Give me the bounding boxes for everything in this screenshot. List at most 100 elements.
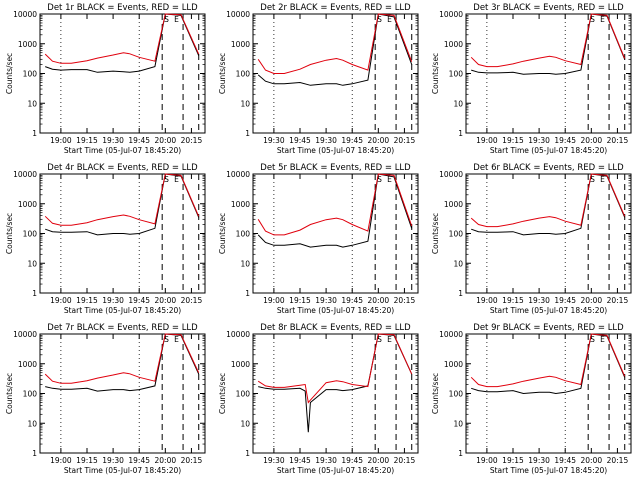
- x-tick-label: 19:15: [289, 296, 311, 305]
- lld-series-line: [470, 333, 626, 388]
- chart-title: Det 3r BLACK = Events, RED = LLD: [473, 3, 624, 13]
- x-tick-label: 20:00: [581, 296, 603, 305]
- y-tick-label: 10000: [226, 10, 250, 19]
- y-axis-label: Counts/sec: [431, 213, 440, 254]
- detector-panel: Det 4r BLACK = Events, RED = LLD 1 10 100 10…: [0, 160, 213, 320]
- x-tick-label: 19:15: [76, 456, 98, 465]
- x-axis-label: Start Time (05-Jul-07 18:45:20): [277, 146, 394, 155]
- y-tick-label: 1: [458, 289, 463, 298]
- x-axis-label: Start Time (05-Jul-07 18:45:20): [490, 306, 607, 315]
- y-tick-label: 100: [23, 390, 38, 399]
- event-marker-label: S: [377, 335, 382, 344]
- y-tick-label: 1: [245, 289, 250, 298]
- x-axis-label: Start Time (05-Jul-07 18:45:20): [490, 146, 607, 155]
- y-tick-label: 1: [458, 449, 463, 458]
- x-tick-label: 19:30: [102, 456, 124, 465]
- y-tick-label: 1: [32, 289, 37, 298]
- detector-chart: Det 8r BLACK = Events, RED = LLD 1 10 100 10…: [218, 323, 419, 475]
- x-tick-label: 19:30: [102, 296, 124, 305]
- chart-title: Det 2r BLACK = Events, RED = LLD: [260, 3, 411, 13]
- x-tick-label: 20:00: [155, 456, 177, 465]
- lld-series-line: [257, 333, 413, 404]
- y-tick-label: 100: [236, 230, 251, 239]
- detector-chart: Det 1r BLACK = Events, RED = LLD 1 10 100 10…: [5, 3, 206, 155]
- x-tick-label: 19:45: [128, 296, 150, 305]
- event-marker-label: S: [164, 15, 169, 24]
- y-tick-label: 10: [453, 99, 463, 108]
- y-tick-label: 100: [449, 230, 464, 239]
- x-tick-label: 20:00: [368, 136, 390, 145]
- y-tick-label: 10000: [439, 10, 463, 19]
- detector-panel: Det 6r BLACK = Events, RED = LLD 1 10 100 10…: [426, 160, 639, 320]
- x-axis-label: Start Time (05-Jul-07 18:45:20): [490, 466, 607, 475]
- detector-panel: Det 1r BLACK = Events, RED = LLD 1 10 100 10…: [0, 0, 213, 160]
- detector-panel: Det 2r BLACK = Events, RED = LLD 1 10 100 10…: [213, 0, 426, 160]
- y-axis-label: Counts/sec: [218, 53, 227, 94]
- event-marker-label: E: [387, 175, 392, 184]
- y-tick-label: 10: [27, 419, 37, 428]
- x-axis-label: Start Time (05-Jul-07 18:45:20): [277, 306, 394, 315]
- event-marker-label: E: [174, 15, 179, 24]
- y-tick-label: 1: [245, 449, 250, 458]
- x-tick-label: 19:30: [315, 296, 337, 305]
- y-tick-label: 10000: [13, 330, 37, 339]
- y-tick-label: 1000: [444, 360, 463, 369]
- x-tick-label: 19:45: [128, 456, 150, 465]
- x-axis-label: Start Time (05-Jul-07 18:45:20): [64, 466, 181, 475]
- x-tick-label: 20:15: [607, 136, 629, 145]
- event-marker-label: S: [377, 175, 382, 184]
- x-tick-label: 19:30: [528, 296, 550, 305]
- x-tick-label: 19:30: [315, 456, 337, 465]
- y-axis-label: Counts/sec: [218, 373, 227, 414]
- plot-frame: [465, 333, 632, 454]
- y-tick-label: 10000: [226, 330, 250, 339]
- x-tick-label: 20:00: [368, 296, 390, 305]
- y-tick-label: 1000: [18, 40, 37, 49]
- x-tick-label: 19:00: [476, 296, 498, 305]
- y-tick-label: 10: [453, 259, 463, 268]
- x-tick-label: 19:45: [289, 136, 311, 145]
- x-tick-label: 19:45: [289, 456, 311, 465]
- x-tick-label: 19:00: [263, 296, 285, 305]
- detector-panel: Det 8r BLACK = Events, RED = LLD 1 10 100 10…: [213, 320, 426, 480]
- x-tick-label: 19:45: [554, 456, 576, 465]
- y-tick-label: 1000: [231, 360, 250, 369]
- events-series-line: [257, 13, 413, 86]
- x-tick-label: 19:30: [315, 136, 337, 145]
- y-tick-label: 1: [32, 449, 37, 458]
- y-tick-label: 1000: [18, 200, 37, 209]
- y-tick-label: 10000: [13, 170, 37, 179]
- x-tick-label: 19:15: [502, 456, 524, 465]
- x-tick-label: 20:15: [181, 136, 203, 145]
- chart-title: Det 9r BLACK = Events, RED = LLD: [473, 323, 624, 333]
- x-tick-label: 19:00: [476, 456, 498, 465]
- x-axis-label: Start Time (05-Jul-07 18:45:20): [64, 146, 181, 155]
- detector-chart: Det 7r BLACK = Events, RED = LLD 1 10 100 10…: [5, 323, 206, 475]
- y-tick-label: 10: [27, 259, 37, 268]
- x-tick-label: 19:00: [50, 136, 72, 145]
- chart-title: Det 4r BLACK = Events, RED = LLD: [47, 163, 198, 173]
- event-marker-label: E: [387, 15, 392, 24]
- y-tick-label: 10000: [226, 170, 250, 179]
- event-marker-label: E: [600, 175, 605, 184]
- x-tick-label: 20:15: [181, 456, 203, 465]
- y-axis-label: Counts/sec: [431, 373, 440, 414]
- detector-chart: Det 4r BLACK = Events, RED = LLD 1 10 100 10…: [5, 163, 206, 315]
- plot-frame: [39, 13, 206, 134]
- x-tick-label: 19:00: [50, 456, 72, 465]
- x-tick-label: 19:45: [554, 296, 576, 305]
- y-tick-label: 1000: [444, 40, 463, 49]
- x-tick-label: 19:45: [341, 136, 363, 145]
- detector-chart: Det 6r BLACK = Events, RED = LLD 1 10 100 10…: [431, 163, 632, 315]
- plot-frame: [39, 333, 206, 454]
- y-tick-label: 10000: [439, 330, 463, 339]
- y-axis-label: Counts/sec: [5, 213, 14, 254]
- x-tick-label: 19:00: [50, 296, 72, 305]
- x-axis-label: Start Time (05-Jul-07 18:45:20): [277, 466, 394, 475]
- x-tick-label: 19:15: [76, 136, 98, 145]
- x-tick-label: 20:15: [607, 456, 629, 465]
- event-marker-label: E: [174, 335, 179, 344]
- chart-title: Det 5r BLACK = Events, RED = LLD: [260, 163, 411, 173]
- lld-series-line: [470, 13, 626, 68]
